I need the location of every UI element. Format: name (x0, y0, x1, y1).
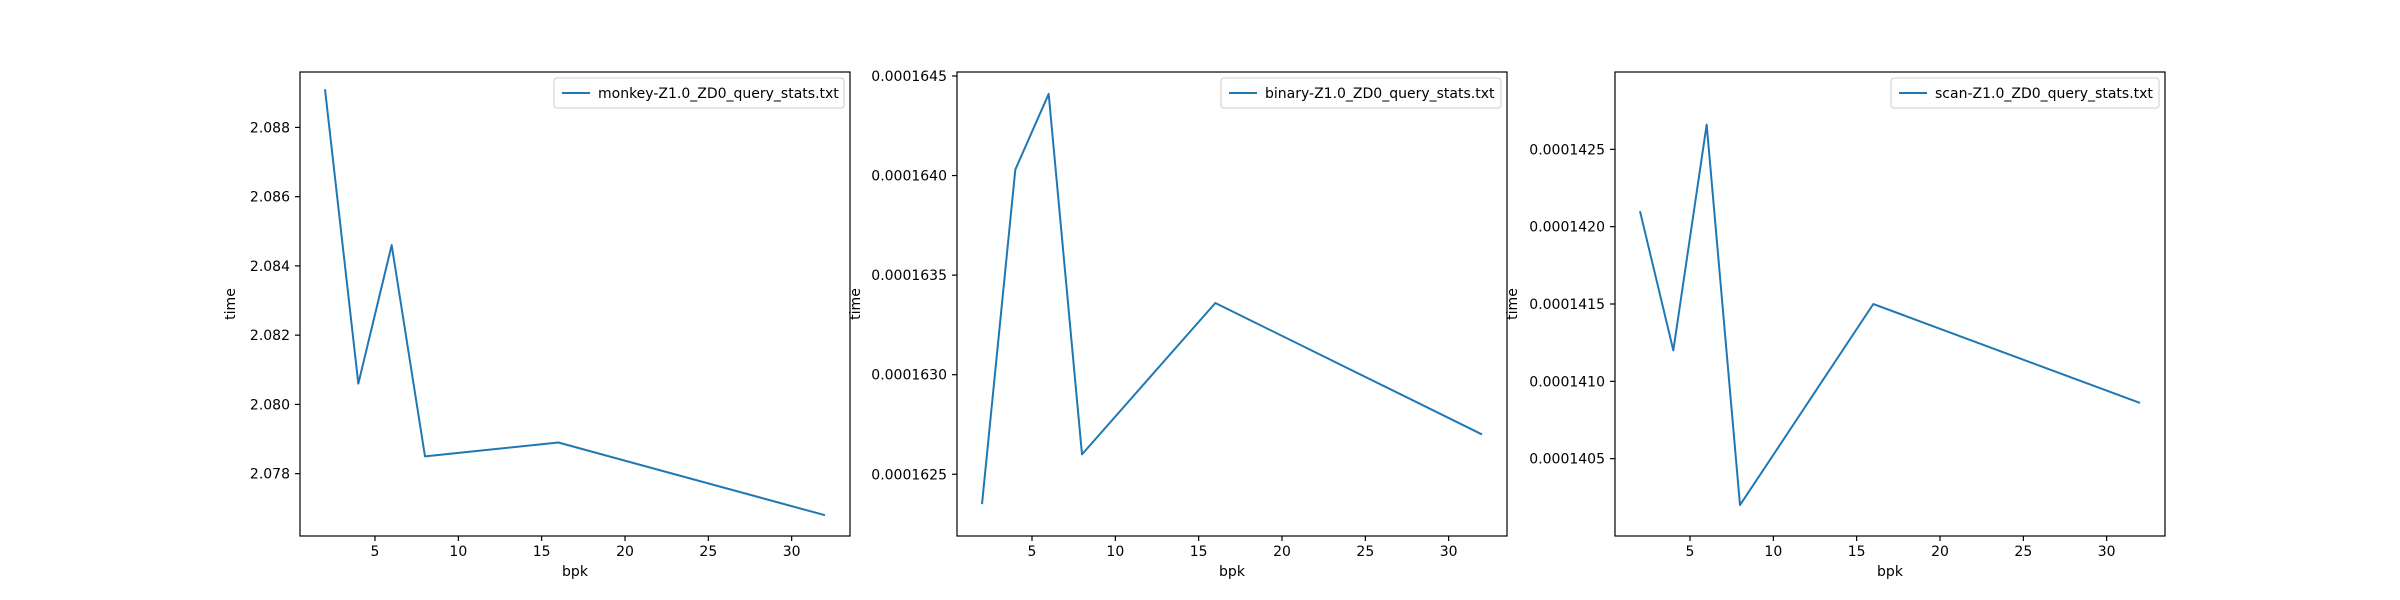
y-tick-label: 0.0001645 (871, 69, 947, 85)
legend-label: monkey-Z1.0_ZD0_query_stats.txt (598, 86, 839, 102)
axes-frame (1614, 71, 2166, 537)
series-line (1639, 123, 2141, 507)
y-tick-label: 0.0001420 (1529, 220, 1605, 236)
x-tick-label: 30 (1440, 544, 1458, 560)
y-tick-label: 0.0001415 (1529, 297, 1605, 313)
legend-label: binary-Z1.0_ZD0_query_stats.txt (1265, 86, 1495, 102)
y-tick-label: 2.084 (250, 259, 290, 275)
x-tick-label: 5 (371, 544, 380, 560)
y-tick-label: 0.0001640 (871, 169, 947, 185)
x-tick-label: 10 (1764, 544, 1782, 560)
axes-frame (299, 71, 851, 537)
x-tick-label: 20 (616, 544, 634, 560)
x-tick-label: 25 (2014, 544, 2032, 560)
y-axis-title: time (1505, 288, 1521, 320)
x-tick-label: 25 (699, 544, 717, 560)
series-line (981, 92, 1483, 505)
x-tick-label: 15 (1848, 544, 1866, 560)
series-line (324, 89, 826, 517)
y-tick-label: 2.080 (250, 397, 290, 413)
y-tick-label: 2.088 (250, 120, 290, 136)
y-tick-label: 0.0001630 (871, 368, 947, 384)
x-axis-title: bpk (562, 564, 589, 580)
x-axis-title: bpk (1219, 564, 1246, 580)
binary-plot-panel: 5 10 15 20 25 30 0.0001625 0.0001630 0.0001635 0.… (848, 69, 1508, 580)
y-tick-label: 0.0001635 (871, 268, 947, 284)
y-tick-label: 2.078 (250, 467, 290, 483)
x-tick-label: 10 (449, 544, 467, 560)
legend-box (1890, 77, 2160, 109)
y-tick-label: 0.0001425 (1529, 142, 1605, 158)
x-tick-label: 15 (533, 544, 551, 560)
legend-box (553, 77, 845, 109)
x-tick-label: 25 (1356, 544, 1374, 560)
x-tick-label: 20 (1273, 544, 1291, 560)
x-tick-label: 30 (2098, 544, 2116, 560)
x-tick-label: 15 (1190, 544, 1208, 560)
y-tick-label: 0.0001625 (871, 467, 947, 483)
scan-plot-panel: 5 10 15 20 25 30 0.0001405 0.0001410 0.0001415 0.… (1505, 71, 2166, 580)
legend-box (1220, 77, 1502, 109)
y-tick-label: 0.0001405 (1529, 452, 1605, 468)
monkey-plot-panel: 5 10 15 20 25 30 2.078 2.080 2.082 2.084 2.086 2.08… (223, 71, 851, 580)
x-tick-label: 10 (1106, 544, 1124, 560)
x-tick-label: 5 (1028, 544, 1037, 560)
y-tick-label: 0.0001410 (1529, 374, 1605, 390)
x-tick-label: 30 (783, 544, 801, 560)
y-tick-label: 2.082 (250, 328, 290, 344)
x-tick-label: 5 (1686, 544, 1695, 560)
axes-frame (956, 71, 1508, 537)
x-axis-title: bpk (1877, 564, 1904, 580)
y-tick-label: 2.086 (250, 190, 290, 206)
y-axis-title: time (223, 288, 239, 320)
y-axis-title: time (848, 288, 864, 320)
x-tick-label: 20 (1931, 544, 1949, 560)
legend-label: scan-Z1.0_ZD0_query_stats.txt (1935, 86, 2153, 102)
